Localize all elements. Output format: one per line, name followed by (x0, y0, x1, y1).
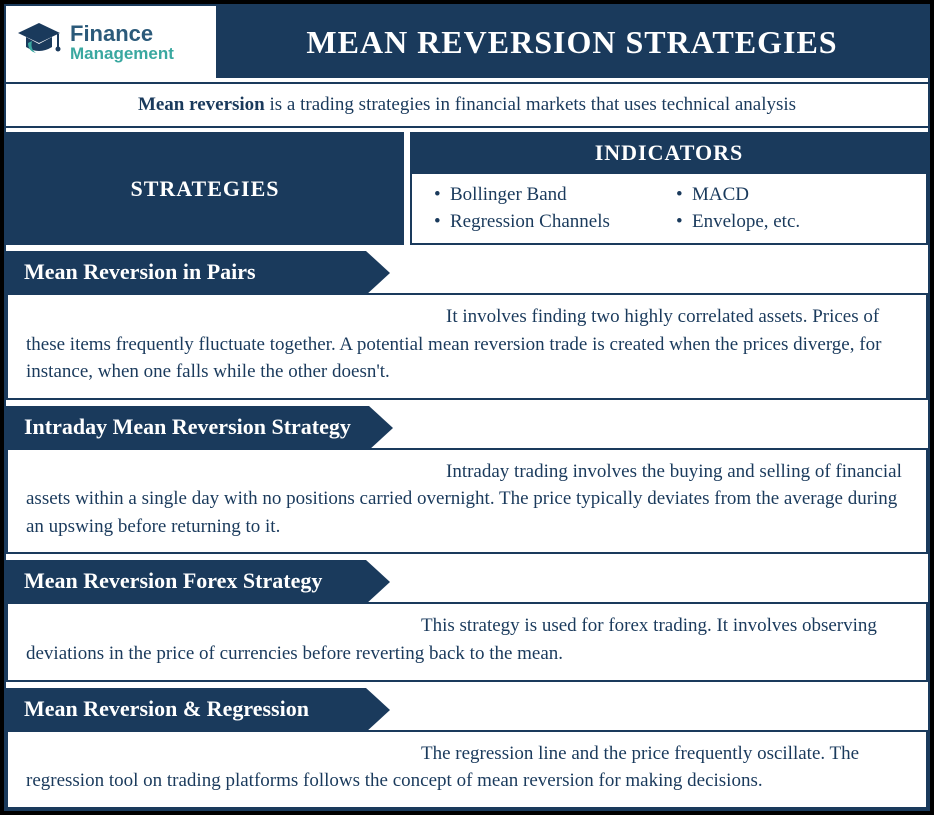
intro-rest: is a trading strategies in financial mar… (265, 94, 796, 115)
logo-text: Finance Management (70, 23, 174, 62)
section-title: Intraday Mean Reversion Strategy (6, 406, 369, 448)
indicator-item: Regression Channels (432, 209, 664, 236)
indicator-item: Envelope, etc. (674, 209, 906, 236)
strategy-section: Intraday Mean Reversion StrategyIntraday… (6, 406, 928, 555)
logo-line2: Management (70, 45, 174, 62)
section-title: Mean Reversion & Regression (6, 688, 366, 730)
strategy-section: Mean Reversion in PairsIt involves findi… (6, 251, 928, 400)
section-title-wrap: Mean Reversion Forex Strategy (6, 560, 928, 602)
logo-area: Finance Management (6, 6, 216, 78)
grad-cap-icon (14, 17, 64, 67)
indicators-list: Bollinger Band MACD Regression Channels … (410, 174, 928, 245)
section-title-wrap: Mean Reversion & Regression (6, 688, 928, 730)
infographic-container: Finance Management MEAN REVERSION STRATE… (4, 4, 930, 811)
section-title-wrap: Mean Reversion in Pairs (6, 251, 928, 293)
strategy-section: Mean Reversion Forex StrategyThis strate… (6, 560, 928, 681)
section-title-wrap: Intraday Mean Reversion Strategy (6, 406, 928, 448)
section-title: Mean Reversion Forex Strategy (6, 560, 366, 602)
logo-line1: Finance (70, 23, 174, 45)
two-column-row: STRATEGIES INDICATORS Bollinger Band MAC… (6, 132, 928, 245)
strategy-section: Mean Reversion & RegressionThe regressio… (6, 688, 928, 809)
section-body: It involves finding two highly correlate… (6, 293, 928, 400)
section-body: This strategy is used for forex trading.… (6, 602, 928, 681)
indicators-header: INDICATORS (410, 132, 928, 174)
section-body: The regression line and the price freque… (6, 730, 928, 809)
page-title: MEAN REVERSION STRATEGIES (216, 6, 928, 78)
indicators-column: INDICATORS Bollinger Band MACD Regressio… (410, 132, 928, 245)
section-title: Mean Reversion in Pairs (6, 251, 366, 293)
intro-text: Mean reversion is a trading strategies i… (6, 82, 928, 128)
strategies-header: STRATEGIES (6, 132, 404, 245)
indicator-item: Bollinger Band (432, 182, 664, 209)
sections-wrap: Mean Reversion in PairsIt involves findi… (6, 251, 928, 808)
section-body: Intraday trading involves the buying and… (6, 448, 928, 555)
header-row: Finance Management MEAN REVERSION STRATE… (6, 6, 928, 78)
indicator-item: MACD (674, 182, 906, 209)
intro-bold: Mean reversion (138, 94, 265, 115)
